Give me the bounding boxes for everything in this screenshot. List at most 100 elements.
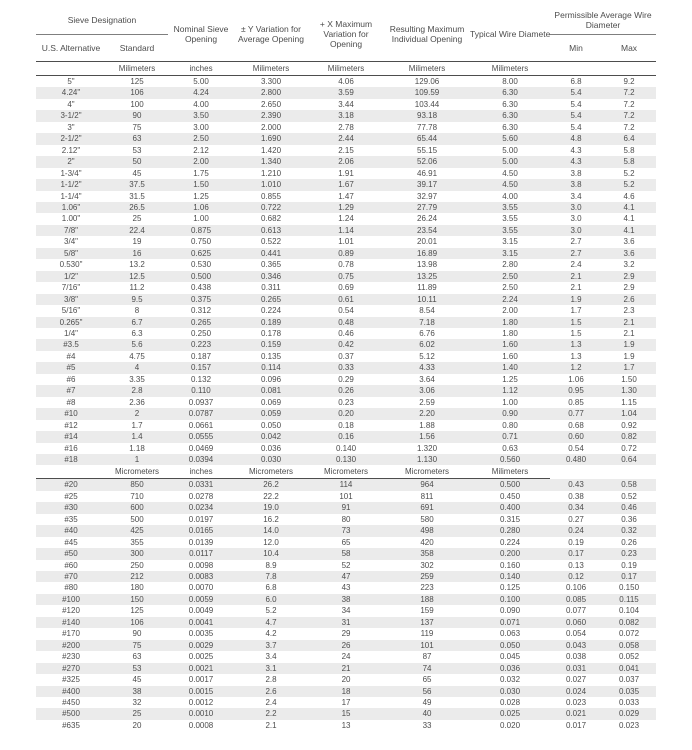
cell-wire-max: 1.7 (602, 362, 657, 374)
cell-typical-wire: 2.80 (502, 260, 518, 270)
table-row: #100 150 0.0059 6.0 38 188 0.100 0.085 0.115 (36, 593, 657, 606)
cell-nominal-inches: 0.0139 (188, 537, 214, 547)
cell-wire-min: 0.027 (566, 675, 587, 685)
cell-x-max-variation: 47 (308, 571, 385, 583)
cell-wire-max: 0.52 (621, 491, 637, 501)
cell-typical-wire: 0.045 (500, 652, 521, 662)
cell-wire-max: 0.104 (619, 606, 640, 616)
cell-x-max-variation: 13 (341, 720, 351, 730)
cell-x-max-variation: 1.29 (308, 201, 385, 214)
cell-wire-max: 4.1 (623, 214, 635, 224)
cell-resulting-max: 49 (422, 698, 432, 708)
cell-wire-max: 0.46 (602, 502, 657, 514)
cell-resulting-max: 691 (384, 502, 471, 514)
cell-resulting-max: 259 (384, 571, 471, 583)
cell-standard: 90 (132, 629, 142, 639)
cell-wire-min: 1.3 (550, 339, 603, 351)
cell-nominal-inches: 0.0015 (168, 685, 235, 698)
cell-nominal-inches: 0.0234 (168, 502, 235, 514)
cell-y-variation: 5.2 (265, 606, 277, 616)
cell-y-variation: 2.390 (234, 110, 309, 122)
cell-standard: 12.5 (106, 270, 169, 283)
cell-y-variation: 14.0 (234, 525, 309, 537)
cell-resulting-max: 109.59 (384, 87, 471, 99)
header-x-max-variation: + X Maximum Variation for Opening (308, 6, 385, 62)
cell-wire-min: 0.24 (550, 525, 603, 537)
cell-standard: 250 (130, 560, 144, 570)
cell-wire-max: 2.3 (623, 306, 635, 316)
cell-us-alternative: #200 (36, 639, 106, 652)
cell-wire-min: 1.06 (568, 374, 584, 384)
cell-typical-wire: 4.50 (502, 168, 518, 178)
cell-y-variation: 0.059 (234, 408, 309, 420)
cell-us-alternative: #50 (36, 548, 106, 560)
cell-resulting-max: 77.78 (417, 122, 438, 132)
cell-wire-max: 2.9 (602, 270, 657, 283)
cell-x-max-variation: 1.14 (308, 224, 385, 237)
header-us-alternative: U.S. Alternative (36, 34, 106, 62)
table-row: #170 90 0.0035 4.2 29 119 0.063 0.054 0.072 (36, 628, 656, 639)
cell-y-variation: 0.522 (261, 237, 282, 247)
table-body: Milimeters inches Milimeters Milimeters Mili… (36, 61, 657, 732)
cell-resulting-max: 74 (384, 662, 471, 675)
cell-y-variation: 0.365 (261, 260, 282, 270)
cell-x-max-variation: 73 (308, 525, 385, 537)
cell-nominal-inches: 0.0008 (188, 720, 214, 730)
table-row: #635 20 0.0008 2.1 13 33 0.020 0.017 0.023 (36, 720, 656, 731)
cell-y-variation: 0.311 (261, 283, 281, 293)
cell-wire-min: 0.13 (568, 560, 584, 570)
cell-wire-min: 3.8 (570, 168, 582, 178)
cell-wire-min: 1.7 (570, 306, 582, 316)
cell-wire-min: 0.085 (550, 593, 603, 606)
cell-typical-wire: 1.80 (470, 316, 551, 328)
cell-nominal-inches: 0.0937 (188, 397, 214, 407)
cell-wire-min: 4.8 (550, 133, 603, 145)
cell-wire-min: 0.95 (550, 385, 603, 397)
cell-typical-wire: 4.50 (470, 179, 551, 191)
cell-us-alternative: 0.265" (36, 316, 106, 328)
cell-nominal-inches: 0.625 (168, 247, 235, 260)
cell-resulting-max: 6.02 (384, 339, 471, 351)
units-resulting-max: Micrometers (384, 465, 471, 480)
cell-x-max-variation: 114 (308, 478, 385, 491)
table-row: 5/16" 8 0.312 0.224 0.54 8.54 2.00 1.7 2.3 (36, 305, 656, 316)
cell-typical-wire: 0.200 (470, 548, 551, 560)
cell-y-variation: 7.8 (234, 571, 309, 583)
table-row: 1.06" 26.5 1.06 0.722 1.29 27.79 3.55 3.0 4.1 (36, 201, 657, 214)
cell-wire-min: 5.4 (570, 122, 582, 132)
cell-wire-min: 0.043 (550, 639, 603, 652)
cell-nominal-inches: 0.0049 (188, 606, 214, 616)
cell-typical-wire: 0.450 (500, 491, 521, 501)
cell-wire-max: 4.6 (623, 191, 635, 201)
cell-wire-min: 0.023 (566, 698, 587, 708)
cell-resulting-max: 101 (384, 639, 471, 652)
cell-resulting-max: 6.76 (419, 328, 435, 338)
cell-wire-min: 0.38 (568, 491, 584, 501)
cell-y-variation: 2.000 (261, 122, 282, 132)
cell-resulting-max: 1.56 (384, 431, 471, 443)
cell-us-alternative: #20 (36, 478, 106, 491)
cell-wire-min: 0.43 (550, 478, 603, 491)
cell-resulting-max: 4.33 (384, 362, 471, 374)
cell-wire-min: 0.024 (550, 685, 603, 698)
cell-typical-wire: 0.80 (502, 420, 518, 430)
cell-nominal-inches: 3.50 (168, 110, 235, 122)
cell-nominal-inches: 0.0331 (168, 478, 235, 491)
cell-standard: 212 (106, 571, 169, 583)
cell-nominal-inches: 0.438 (191, 283, 212, 293)
cell-x-max-variation: 2.06 (308, 156, 385, 168)
cell-resulting-max: 498 (384, 525, 471, 537)
cell-x-max-variation: 0.20 (308, 408, 385, 420)
cell-standard: 19 (132, 237, 142, 247)
cell-resulting-max: 811 (420, 491, 434, 501)
units-y-variation: Micrometers (234, 465, 309, 480)
cell-standard: 6.3 (131, 328, 143, 338)
cell-y-variation: 1.210 (261, 168, 282, 178)
table-row: #12 1.7 0.0661 0.050 0.18 1.88 0.80 0.68 0.92 (36, 420, 656, 431)
cell-wire-min: 3.0 (570, 214, 582, 224)
units-standard: Micrometers (106, 465, 169, 480)
cell-x-max-variation: 26 (308, 639, 385, 652)
cell-us-alternative: #16 (64, 443, 78, 453)
cell-standard: 600 (106, 502, 169, 514)
cell-standard: 11.2 (129, 283, 145, 293)
